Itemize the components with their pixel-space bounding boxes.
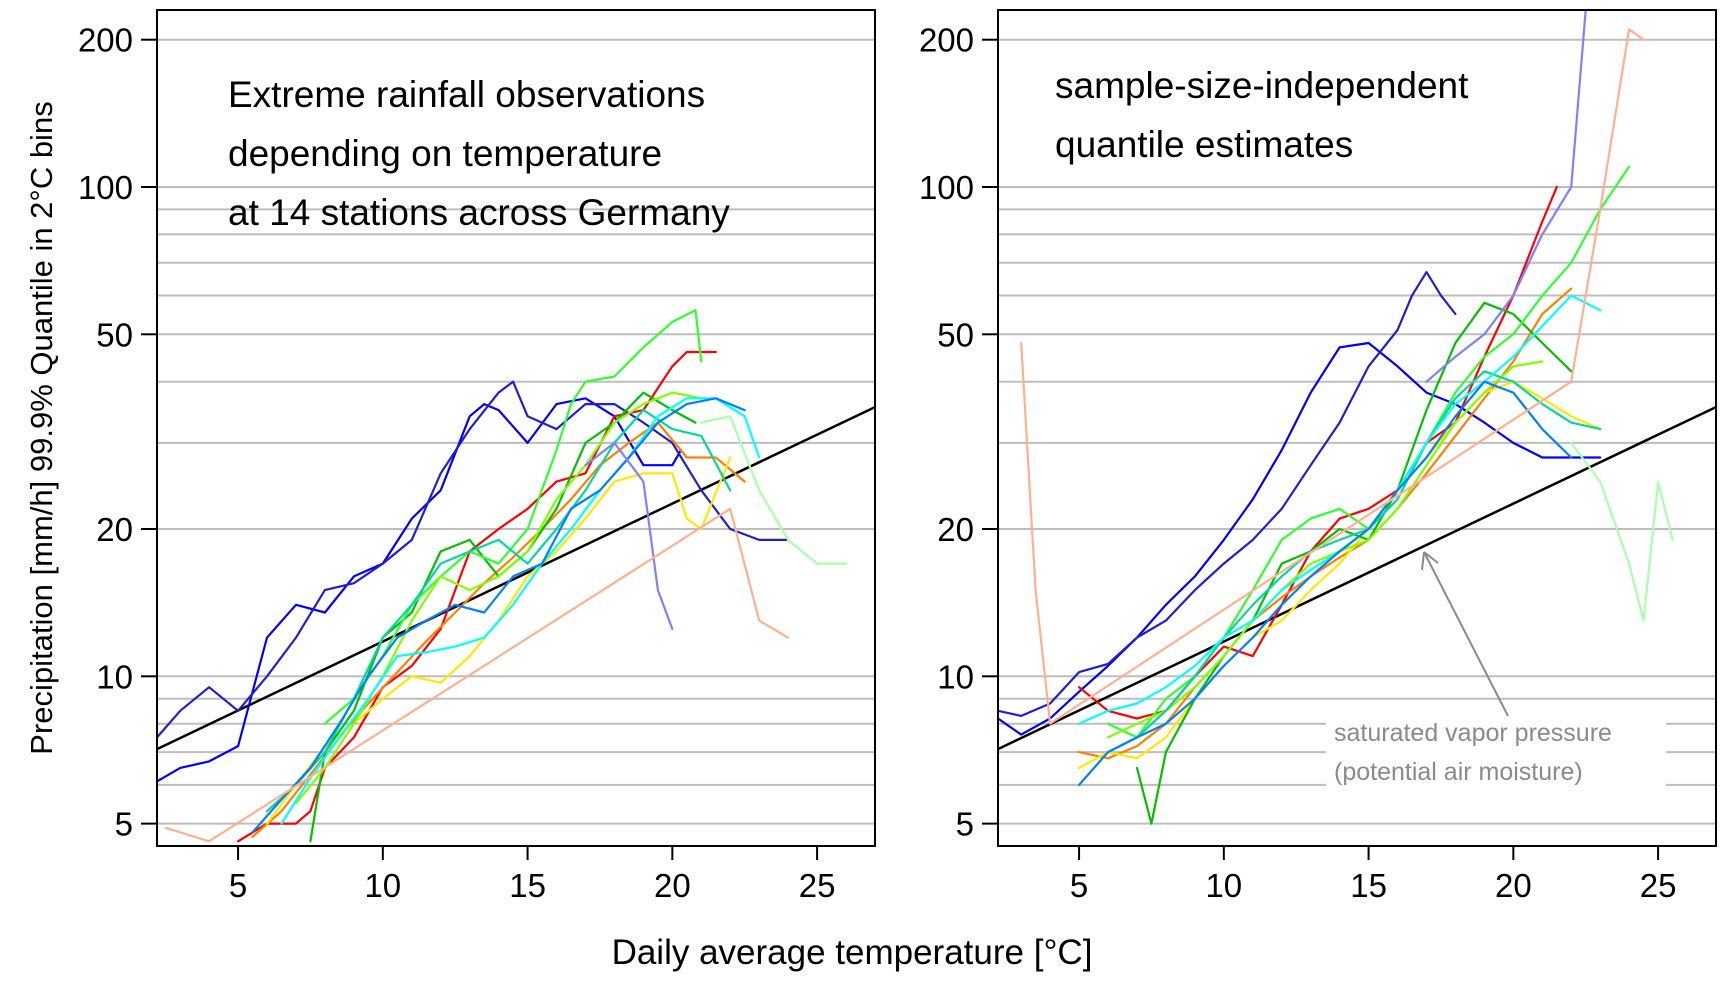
series-line-14 bbox=[1570, 441, 1674, 622]
right-title-line-2: quantile estimates bbox=[1055, 124, 1353, 165]
left-ticks: 5 10 20 50 100 200 5 10 15 20 25 bbox=[78, 22, 836, 904]
series-line-9 bbox=[1106, 370, 1602, 754]
series-line-2 bbox=[157, 380, 790, 739]
y-axis-label: Precipitation [mm/h] 99.9% Quantile in 2… bbox=[24, 101, 59, 754]
y-tick-label: 200 bbox=[919, 22, 974, 59]
right-panel: 5 10 20 50 100 200 5 10 15 20 25 sample-size-indep… bbox=[919, 9, 1717, 904]
series-line-1 bbox=[998, 341, 1602, 736]
y-tick-label: 100 bbox=[78, 169, 133, 206]
y-tick-label: 200 bbox=[78, 22, 133, 59]
left-plot-frame bbox=[156, 9, 876, 847]
x-tick-label: 5 bbox=[229, 867, 247, 904]
series-line-12 bbox=[584, 441, 674, 631]
x-tick-label: 25 bbox=[799, 867, 836, 904]
reference-line bbox=[157, 405, 875, 751]
series-line-10 bbox=[280, 397, 761, 825]
x-tick-label: 5 bbox=[1070, 867, 1088, 904]
y-tick-label: 20 bbox=[937, 511, 974, 548]
x-tick-label: 25 bbox=[1640, 867, 1677, 904]
series-line-7 bbox=[1106, 165, 1631, 739]
y-tick-label: 5 bbox=[115, 806, 133, 843]
right-series-group bbox=[998, 10, 1674, 825]
series-line-8 bbox=[294, 391, 703, 805]
annotation-arrow-shaft bbox=[1423, 551, 1509, 717]
reference-line bbox=[998, 405, 1716, 751]
series-line-13 bbox=[1020, 28, 1645, 725]
left-grid bbox=[157, 38, 875, 825]
x-tick-label: 10 bbox=[1205, 867, 1242, 904]
right-ticks: 5 10 20 50 100 200 5 10 15 20 25 bbox=[919, 22, 1677, 904]
right-plot-frame bbox=[997, 9, 1717, 847]
series-line-5 bbox=[265, 456, 732, 825]
y-tick-label: 20 bbox=[96, 511, 133, 548]
series-line-3 bbox=[237, 350, 717, 843]
x-tick-label: 10 bbox=[364, 867, 401, 904]
annotation-line-2: (potential air moisture) bbox=[1334, 758, 1583, 786]
y-tick-label: 10 bbox=[937, 658, 974, 695]
left-title-line-1: Extreme rainfall observations bbox=[228, 74, 705, 115]
x-tick-label: 15 bbox=[1350, 867, 1387, 904]
x-tick-label: 20 bbox=[1495, 867, 1532, 904]
y-tick-label: 50 bbox=[937, 316, 974, 353]
left-panel: 5 10 20 50 100 200 5 10 15 20 25 Extreme rainfall … bbox=[78, 9, 876, 904]
x-tick-label: 20 bbox=[654, 867, 691, 904]
y-tick-label: 10 bbox=[96, 658, 133, 695]
left-series-group bbox=[157, 309, 848, 843]
annotation-arrow-head bbox=[1421, 551, 1439, 571]
series-line-11 bbox=[1077, 380, 1573, 787]
series-line-14 bbox=[700, 415, 848, 565]
series-line-6 bbox=[1135, 301, 1573, 825]
series-line-7 bbox=[323, 309, 703, 725]
series-line-12 bbox=[1425, 10, 1587, 383]
series-line-8 bbox=[1106, 360, 1544, 739]
series-line-4 bbox=[1077, 287, 1573, 760]
y-tick-label: 50 bbox=[96, 316, 133, 353]
series-line-2 bbox=[998, 271, 1457, 718]
annotation-line-1: saturated vapor pressure bbox=[1334, 719, 1612, 747]
series-line-13 bbox=[164, 507, 790, 843]
x-tick-label: 15 bbox=[509, 867, 546, 904]
series-line-4 bbox=[251, 421, 746, 838]
right-title-line-1: sample-size-independent bbox=[1055, 65, 1469, 106]
left-reference-line bbox=[157, 405, 875, 751]
annotation-background bbox=[1326, 712, 1666, 794]
left-title-line-2: depending on temperature bbox=[228, 133, 662, 174]
left-title-line-3: at 14 stations across Germany bbox=[228, 192, 730, 233]
series-line-11 bbox=[251, 397, 746, 834]
y-tick-label: 5 bbox=[956, 806, 974, 843]
right-reference-line bbox=[998, 405, 1716, 751]
y-tick-label: 100 bbox=[919, 169, 974, 206]
series-line-1 bbox=[157, 397, 683, 783]
x-axis-label: Daily average temperature [°C] bbox=[612, 933, 1093, 972]
